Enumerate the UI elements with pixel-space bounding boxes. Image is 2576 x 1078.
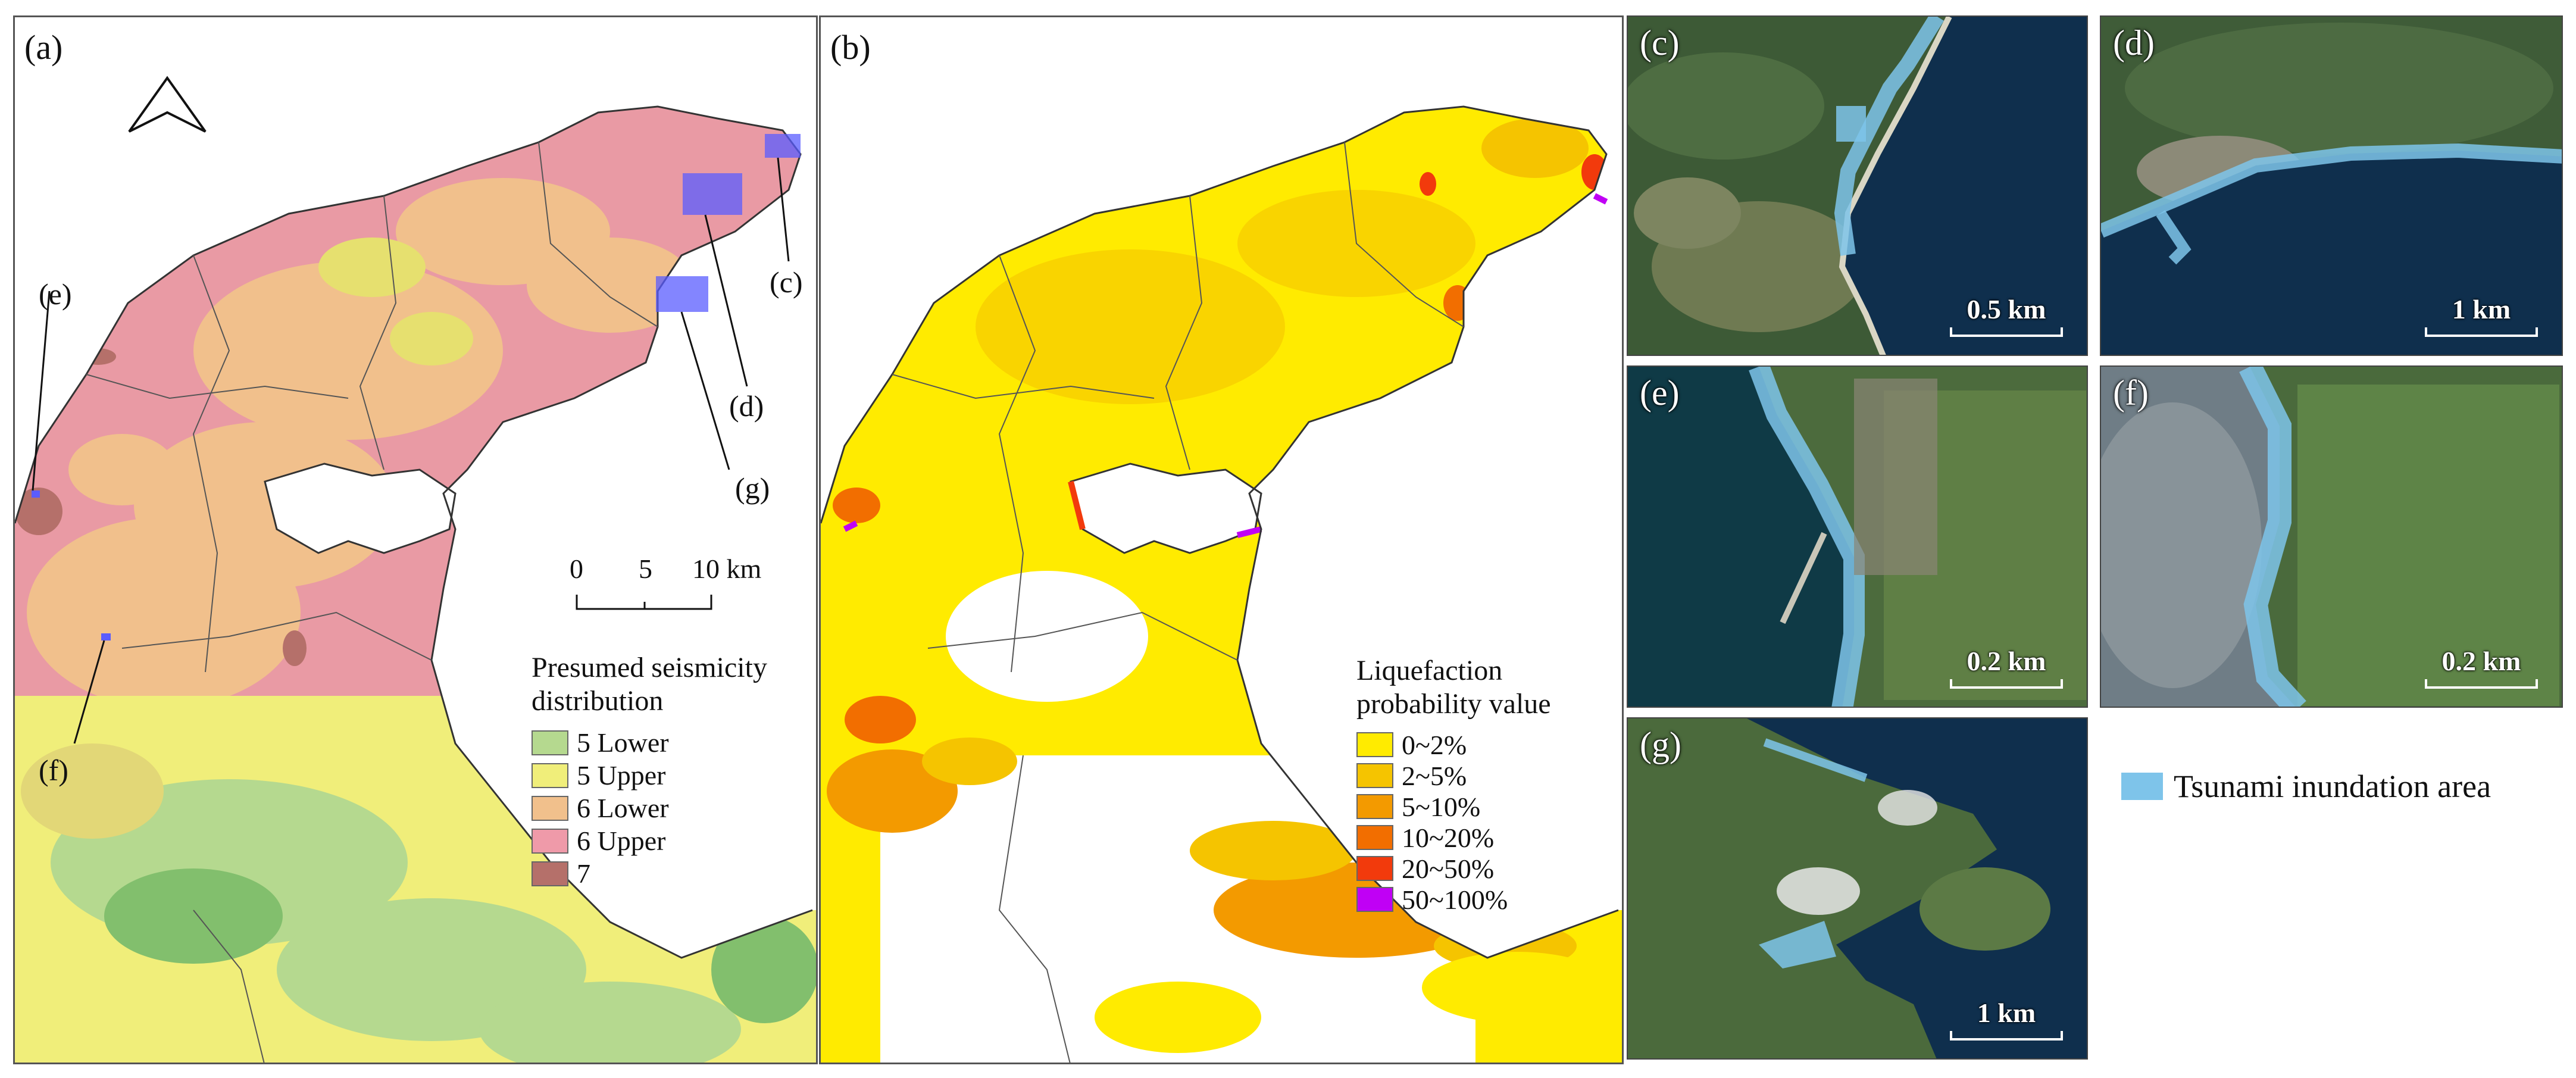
satellite-photo-c: (c) 0.5 km <box>1627 15 2088 356</box>
photo-scale-label: 0.2 km <box>1967 646 2046 676</box>
photo-scale-g: 1 km <box>1950 997 2063 1040</box>
legend-item: 0~2% <box>1356 729 1551 760</box>
legend-label: 7 <box>577 858 590 889</box>
photo-label-f: (f) <box>2113 373 2149 413</box>
callout-e: (e) <box>39 277 72 311</box>
callout-g: (g) <box>735 471 770 505</box>
legend-liquefaction: Liquefaction probability value 0~2% 2~5%… <box>1356 654 1551 915</box>
legend-label: 10~20% <box>1402 822 1495 853</box>
legend-label-tsunami: Tsunami inundation area <box>2174 768 2491 804</box>
legend-label: 5 Lower <box>577 727 669 758</box>
legend-item: 20~50% <box>1356 853 1551 884</box>
legend-label: 20~50% <box>1402 853 1495 884</box>
legend-item: 6 Lower <box>532 792 767 824</box>
legend-swatch <box>1356 825 1393 850</box>
legend-swatch <box>532 795 568 821</box>
legend-swatch <box>1356 732 1393 757</box>
satellite-photo-e: (e) 0.2 km <box>1627 365 2088 708</box>
photo-label-g: (g) <box>1640 725 1681 764</box>
legend-label: 2~5% <box>1402 760 1467 791</box>
photo-scale-e: 0.2 km <box>1950 645 2063 689</box>
legend-swatch <box>1356 887 1393 912</box>
legend-seismicity: Presumed seismicity distribution 5 Lower… <box>532 651 767 890</box>
legend-item: 6 Upper <box>532 824 767 857</box>
photo-scale-label: 1 km <box>1977 998 2036 1028</box>
photo-scale-label: 1 km <box>2452 294 2511 324</box>
legend-item: 50~100% <box>1356 884 1551 915</box>
satellite-image-g <box>1628 718 2087 1058</box>
seismicity-map-panel: (a) (c) (d) (g) (e) (f) 0 5 10 km Presum… <box>13 15 818 1064</box>
photo-scale-label: 0.2 km <box>2441 646 2521 676</box>
legend-swatch <box>532 763 568 788</box>
callout-c: (c) <box>770 265 803 299</box>
seismicity-map-graphic <box>15 17 816 1063</box>
satellite-photo-d: (d) 1 km <box>2100 15 2563 356</box>
legend-title-line1: Presumed seismicity <box>532 652 767 683</box>
photo-scale-d: 1 km <box>2425 293 2538 337</box>
photo-scale-bar <box>2425 327 2538 337</box>
legend-swatch <box>532 730 568 755</box>
legend-swatch-tsunami <box>2121 773 2163 800</box>
photo-label-d: (d) <box>2113 23 2155 63</box>
scale-tick-10: 10 km <box>692 554 762 584</box>
legend-label: 50~100% <box>1402 884 1508 915</box>
legend-title-line2: distribution <box>532 685 664 717</box>
legend-label: 6 Upper <box>577 826 666 856</box>
photo-scale-label: 0.5 km <box>1967 294 2046 324</box>
photo-scale-bar <box>1950 679 2063 689</box>
satellite-image-c <box>1628 17 2087 355</box>
satellite-image-f <box>2101 367 2562 707</box>
satellite-photo-g: (g) 1 km <box>1627 717 2088 1060</box>
legend-swatch <box>1356 794 1393 819</box>
photo-label-c: (c) <box>1640 23 1680 63</box>
panel-label-b: (b) <box>830 28 871 67</box>
legend-item: 5~10% <box>1356 791 1551 822</box>
legend-label: 5 Upper <box>577 760 666 790</box>
liquefaction-map-panel: (b) Liquefaction probability value 0~2% … <box>819 15 1624 1064</box>
legend-label: 5~10% <box>1402 791 1481 822</box>
scale-bar-a: 0 5 10 km <box>557 553 761 618</box>
legend-tsunami: Tsunami inundation area <box>2121 768 2491 805</box>
legend-item: 10~20% <box>1356 822 1551 853</box>
photo-scale-c: 0.5 km <box>1950 293 2063 337</box>
photo-scale-bar <box>1950 327 2063 337</box>
legend-title-line2: probability value <box>1356 688 1551 720</box>
legend-item: 5 Lower <box>532 726 767 759</box>
legend-swatch <box>532 861 568 886</box>
legend-item: 7 <box>532 857 767 890</box>
legend-label: 6 Lower <box>577 793 669 823</box>
satellite-image-e <box>1628 367 2087 707</box>
callout-d: (d) <box>729 389 764 423</box>
photo-scale-bar <box>2425 679 2538 689</box>
legend-swatch <box>532 828 568 854</box>
callout-f: (f) <box>39 754 68 787</box>
satellite-photo-f: (f) 0.2 km <box>2100 365 2563 708</box>
satellite-image-d <box>2101 17 2562 355</box>
legend-item: 2~5% <box>1356 760 1551 791</box>
legend-label: 0~2% <box>1402 729 1467 760</box>
photo-scale-f: 0.2 km <box>2425 645 2538 689</box>
legend-item: 5 Upper <box>532 759 767 792</box>
scale-tick-5: 5 <box>639 554 652 584</box>
legend-swatch <box>1356 856 1393 881</box>
liquefaction-map-graphic <box>821 17 1622 1063</box>
scale-tick-0: 0 <box>570 554 583 584</box>
photo-scale-bar <box>1950 1031 2063 1040</box>
photo-label-e: (e) <box>1640 373 1680 413</box>
legend-title-line1: Liquefaction <box>1356 655 1503 686</box>
legend-swatch <box>1356 763 1393 788</box>
panel-label-a: (a) <box>24 28 63 67</box>
